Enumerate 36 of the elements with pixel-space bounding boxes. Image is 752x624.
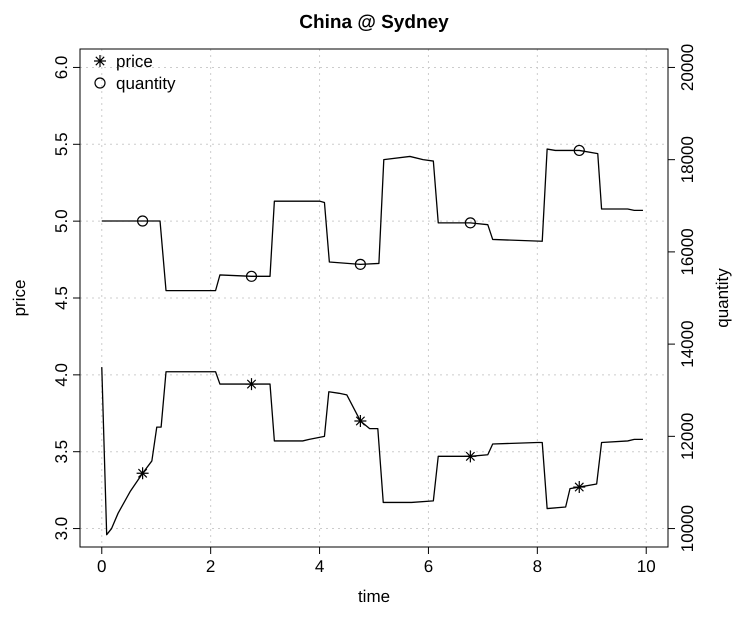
- y2-tick-label: 18000: [678, 136, 697, 184]
- y-tick-label: 6.0: [52, 56, 71, 80]
- x-tick-label: 8: [532, 557, 542, 576]
- x-tick-label: 2: [206, 557, 216, 576]
- y2-tick-label: 16000: [678, 228, 697, 276]
- point: [574, 144, 585, 156]
- y2-tick-label: 10000: [678, 504, 697, 552]
- point: [572, 480, 586, 494]
- chart-title: China @ Sydney: [299, 12, 450, 33]
- x-tick-label: 10: [636, 557, 656, 576]
- y2-tick-label: 12000: [678, 412, 697, 460]
- point: [464, 450, 477, 463]
- y-tick-label: 4.5: [52, 286, 71, 310]
- x-tick-label: 6: [424, 557, 434, 576]
- x-tick-label: 4: [314, 557, 324, 576]
- y-tick-label: 3.0: [52, 516, 71, 540]
- legend-label: price: [116, 52, 153, 71]
- y2-tick-label: 14000: [678, 320, 697, 368]
- line-series: [101, 366, 644, 536]
- point: [354, 414, 367, 428]
- x-tick-label: 0: [97, 557, 107, 576]
- x-axis-title: time: [358, 587, 390, 606]
- y-tick-label: 5.0: [52, 209, 71, 233]
- point: [137, 215, 148, 227]
- y2-tick-label: 20000: [678, 44, 697, 92]
- legend-label: quantity: [116, 74, 176, 93]
- point: [136, 466, 150, 480]
- y-axis-title: price: [10, 280, 29, 316]
- point: [354, 258, 366, 270]
- point: [246, 270, 258, 282]
- point: [464, 217, 476, 228]
- point: [244, 377, 258, 391]
- y-tick-label: 5.5: [52, 132, 71, 156]
- y-tick-label: 4.0: [52, 363, 71, 387]
- y-tick-label: 3.5: [52, 440, 71, 464]
- y2-axis-title: quantity: [713, 268, 732, 328]
